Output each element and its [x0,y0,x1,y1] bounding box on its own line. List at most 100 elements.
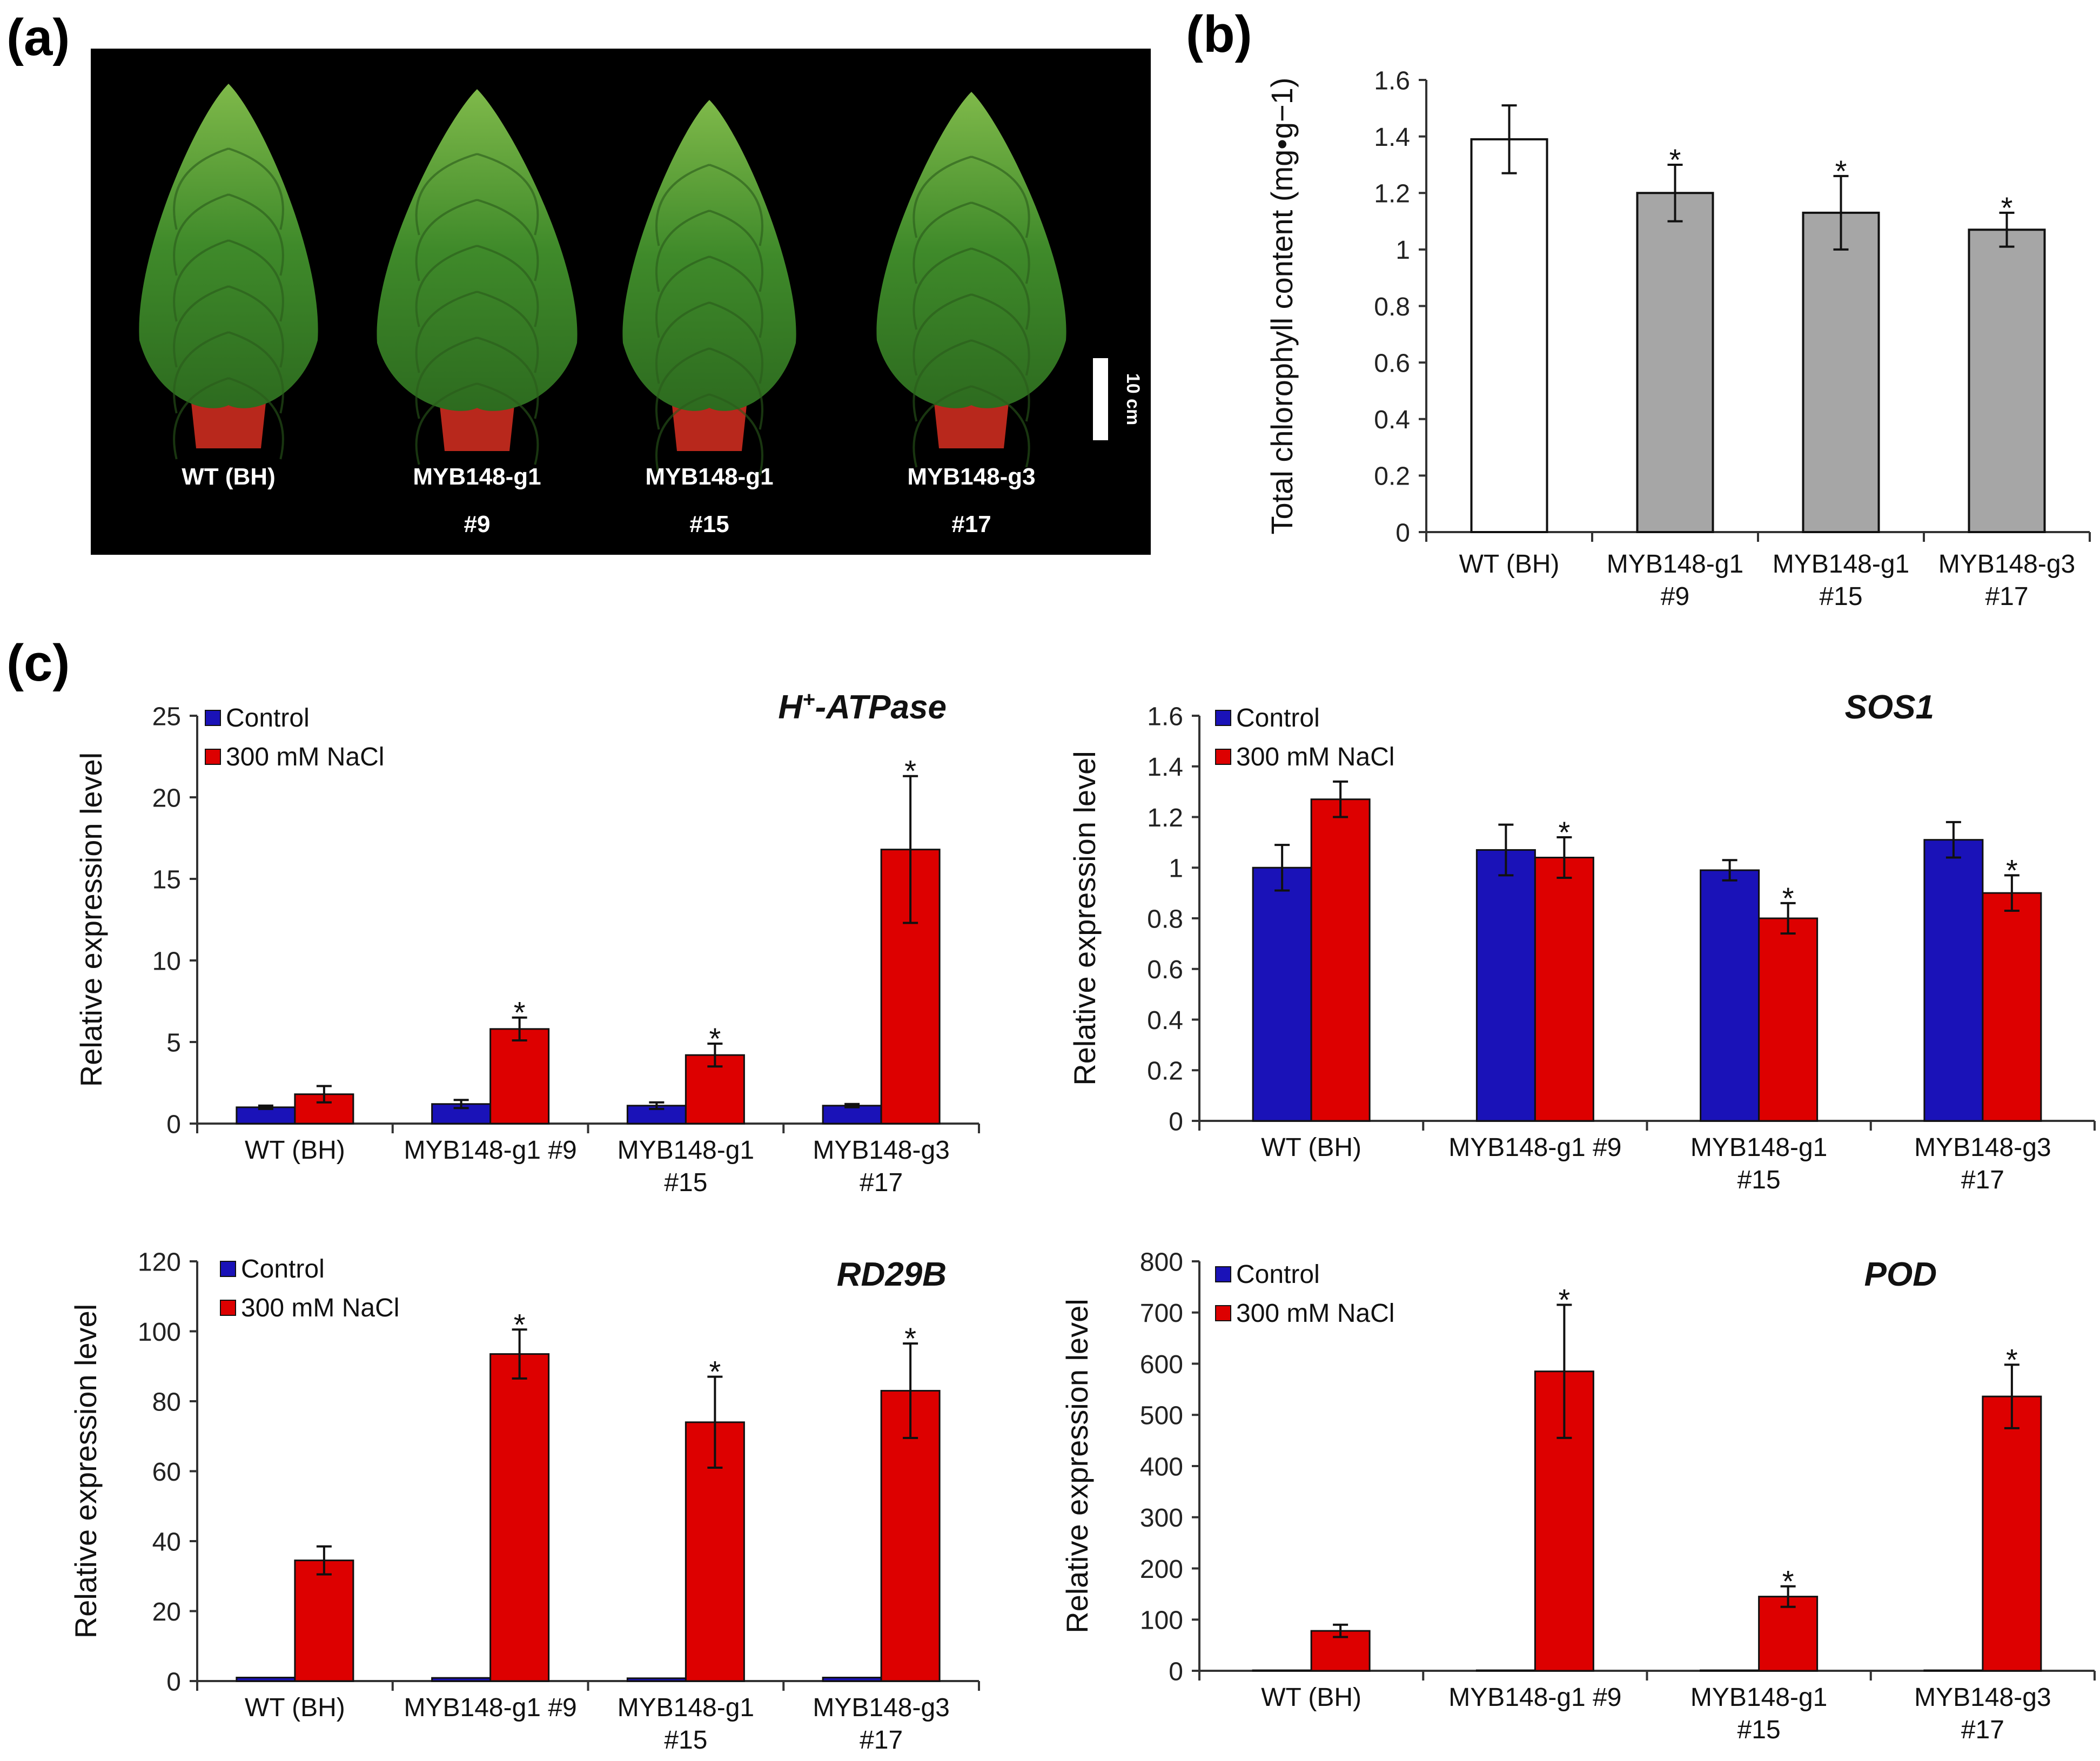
y-tick-label: 1 [1169,855,1183,883]
x-tick-label: MYB148-g1 [618,1136,754,1165]
y-tick-label: 5 [166,1029,181,1057]
y-axis-label: Relative expression level [74,752,108,1087]
x-tick-label: MYB148-g1 [618,1693,754,1722]
plant-photo-drawing: WT (BH) MYB148-g1 #9 MYB148-g1 #15 MYB148-g3 #… [139,84,1143,537]
bar-control [1475,849,1536,1122]
plants-group: WT (BH) MYB148-g1 #9 MYB148-g1 #15 MYB148-g3 #… [139,84,1066,537]
scale-bar [1093,358,1108,440]
y-tick-label: 1.6 [1147,702,1183,731]
y-tick-label: 20 [152,784,181,812]
x-tick-label: WT (BH) [245,1136,345,1165]
leaf-vein [971,156,1030,238]
bar-control [1923,839,1984,1122]
bar-control [236,1106,296,1125]
leaf-vein [415,382,478,465]
legend-swatch [1215,1305,1231,1321]
x-tick-label: MYB148-g1 [1607,550,1743,579]
bar-control [1923,1669,1984,1672]
leaf-vein [228,285,284,368]
leaf-vein [228,147,284,230]
leaf-vein [415,337,478,419]
legend-label: 300 mM NaCl [241,1294,399,1322]
bar-mutant [1802,211,1880,533]
y-tick-label: 500 [1140,1402,1183,1430]
x-tick-label: #15 [1819,582,1862,611]
x-tick-label: #15 [664,1726,707,1755]
y-tick-label: 800 [1140,1248,1183,1276]
x-tick-label: MYB148-g3 [813,1136,949,1165]
bar-control [236,1677,296,1682]
x-tick-label: #17 [1961,1166,2004,1194]
bar-control [1700,1669,1760,1672]
legend-label: 300 mM NaCl [226,743,384,771]
x-tick-label: #17 [1985,582,2028,611]
bar-nacl [1758,1596,1819,1672]
leaf-vein [228,239,284,322]
legend-swatch [1215,749,1231,765]
leaf-vein [709,347,763,430]
leaf-vein [173,377,229,460]
leaf-vein [971,385,1030,468]
leaf-vein [477,337,539,419]
y-axis-label: Relative expression level [1068,751,1102,1085]
bar-nacl [1534,857,1594,1122]
y-tick-label: 25 [152,702,181,731]
significance-star: * [709,1021,721,1056]
y-tick-label: 0.8 [1147,905,1183,933]
x-tick-label: MYB148-g1 #9 [1448,1683,1621,1712]
leaf-vein [173,147,229,230]
bar-nacl [685,1054,745,1125]
leaf-vein [228,377,284,460]
plant-line-number: #17 [951,511,991,537]
plant-label: MYB148-g1 [645,463,773,490]
legend-label: Control [1236,1260,1320,1289]
y-tick-label: 1 [1395,236,1410,265]
chart-title: POD [1864,1256,1937,1293]
leaf-vein [913,385,972,468]
y-tick-label: 0 [1169,1657,1183,1686]
legend-swatch [205,749,221,765]
legend-label: Control [241,1255,325,1283]
plant-3: MYB148-g1 #15 [622,100,796,537]
y-tick-label: 0.2 [1147,1057,1183,1086]
legend-swatch [220,1300,236,1316]
significance-star: * [904,1321,916,1355]
bar-control [1252,1669,1312,1672]
y-tick-label: 0.6 [1374,349,1410,378]
leaf-vein [913,339,972,422]
y-tick-label: 600 [1140,1350,1183,1379]
plant-2: MYB148-g1 #9 [377,89,578,537]
x-tick-label: MYB148-g1 [1690,1683,1827,1712]
bar-nacl [1982,1395,2042,1672]
leaf-vein [709,164,763,246]
bar-control [626,1677,687,1682]
y-axis-label: Relative expression level [69,1304,103,1638]
panel-label-c: (c) [6,634,70,692]
y-axis-label: Relative expression level [1060,1299,1094,1633]
y-tick-label: 40 [152,1528,181,1556]
x-tick-label: WT (BH) [1261,1683,1361,1712]
significance-star: * [2006,1342,2018,1376]
leaf-vein [655,164,710,246]
x-tick-label: #15 [1737,1716,1781,1744]
leaf-vein [228,331,284,414]
x-tick-label: #9 [1661,582,1689,611]
leaf-vein [709,256,763,338]
bar-control [822,1105,882,1125]
leaf-vein [415,291,478,373]
y-tick-label: 20 [152,1598,181,1626]
y-tick-label: 1.4 [1374,123,1410,152]
significance-star: * [1782,1564,1794,1598]
y-tick-label: 100 [1140,1607,1183,1635]
leaf-vein [228,193,284,276]
bar-nacl [880,1390,941,1682]
bar-control [822,1677,882,1682]
leaf-vein [913,156,972,238]
leaf-vein [913,201,972,284]
x-tick-label: #17 [860,1726,903,1755]
x-tick-label: MYB148-g3 [813,1693,949,1722]
bar-nacl [685,1421,745,1682]
legend-label: 300 mM NaCl [1236,1299,1394,1328]
leaf-vein [913,293,972,376]
x-tick-label: MYB148-g1 [1690,1133,1827,1162]
